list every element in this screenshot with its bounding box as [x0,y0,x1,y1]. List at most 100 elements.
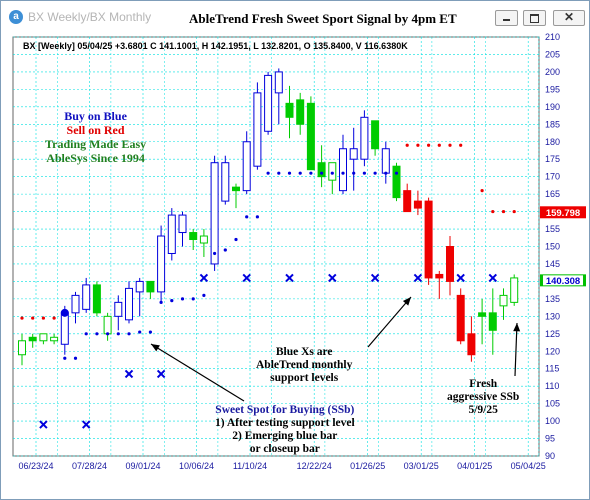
candle [18,333,26,366]
y-tick-label: 200 [545,67,560,77]
candle [446,236,454,296]
blue-xs-annotation: Blue Xs are AbleTrend monthly support le… [256,346,352,385]
candle [403,183,412,213]
y-tick-label: 205 [545,49,560,59]
candle-body [60,312,69,345]
support-dot [202,293,206,297]
candle-body [349,148,358,160]
candle [413,190,422,216]
support-dot [298,171,302,175]
candle-body [135,280,144,293]
candle-body [467,333,476,356]
close-button[interactable]: ✕ [553,10,585,26]
title-bar: a BX Weekly/BX Monthly AbleTrend Fresh S… [1,1,589,33]
blue-xs-line-2: AbleTrend monthly [256,359,353,371]
x-stroke [488,273,498,283]
support-dot [180,297,185,301]
candle [349,127,358,191]
sweet-spot-line-2: 2) Emerging blue bar [232,430,338,442]
y-tick-label: 130 [545,311,560,321]
candle-body [125,287,133,321]
candle [242,131,251,195]
candle-body [82,284,91,310]
monthly-support-x [456,273,465,283]
candle-body [381,148,390,174]
resistance-dot [501,209,506,214]
support-dot [266,171,270,175]
x-stroke [81,420,91,429]
x-tick-label: 01/26/25 [350,461,385,471]
candle-body [285,102,294,118]
candle [456,288,465,345]
candle [285,85,294,139]
sweet-spot-line-3: or closeup bar [249,443,320,455]
monthly-support-x [199,273,209,283]
support-dot [106,332,110,336]
legend-buy-on-blue: Buy on Blue [64,109,127,123]
candle-body [274,71,283,94]
y-tick-label: 165 [545,189,560,199]
resistance-dot [20,316,24,320]
resistance-dot [405,143,409,147]
support-dot [84,332,88,336]
window-tab-title[interactable]: BX Weekly/BX Monthly [28,10,152,24]
support-dot [255,215,259,219]
maximize-button[interactable] [523,10,546,26]
support-dot [170,299,174,303]
candle [28,333,37,348]
candle [221,155,230,205]
candle-body [92,284,101,314]
x-tick-label: 09/01/24 [125,461,160,471]
candle-body [28,336,37,342]
monthly-support-x [156,369,166,379]
candle [125,281,133,324]
y-tick-label: 90 [545,451,555,461]
candle-body [306,102,315,171]
monthly-support-x [124,369,134,379]
sweet-spot-arrow [150,343,245,402]
x-tick-label: 11/10/24 [233,461,267,471]
blue-xs-line-3: support levels [270,372,339,384]
minimize-button[interactable] [495,10,518,26]
candle-body [478,312,487,317]
red-price-label-bg [540,206,586,219]
arrow-head [513,323,521,332]
monthly-support-x [370,273,380,283]
monthly-support-x [488,273,498,283]
support-dot [127,332,131,336]
resistance-dot [448,143,452,147]
support-dot [352,171,356,175]
support-dot [223,248,227,252]
candle-body [424,200,433,279]
green-price-label-inner [543,275,583,286]
y-tick-label: 115 [545,364,559,374]
x-tick-label: 05/04/25 [511,461,546,471]
support-dot [245,215,249,219]
candle-body [456,294,465,342]
buy-marker [60,308,69,317]
monthly-support-x [413,273,423,283]
support-dot [277,171,281,175]
candle-body [371,120,380,150]
candle [499,288,508,320]
price-chart[interactable]: 9095100105110115120125130135140145150155… [1,33,589,499]
support-dot [362,171,366,175]
maximize-icon [530,14,539,23]
candle-body [167,214,176,254]
legend-trading-made-easy: Trading Made Easy [45,137,147,151]
candle [167,208,176,261]
y-tick-label: 150 [545,242,560,252]
candle-body [488,312,497,331]
support-dot [309,171,313,175]
x-stroke [370,273,380,283]
candle [488,288,497,355]
legend-ablesys: AbleSys Since 1994 [46,151,145,165]
support-dot [330,171,334,175]
arrow-head [151,344,160,352]
candle-body [221,162,230,202]
close-icon: ✕ [564,10,575,24]
candle [114,295,123,331]
y-tick-label: 135 [545,294,560,304]
support-dot [95,332,99,336]
